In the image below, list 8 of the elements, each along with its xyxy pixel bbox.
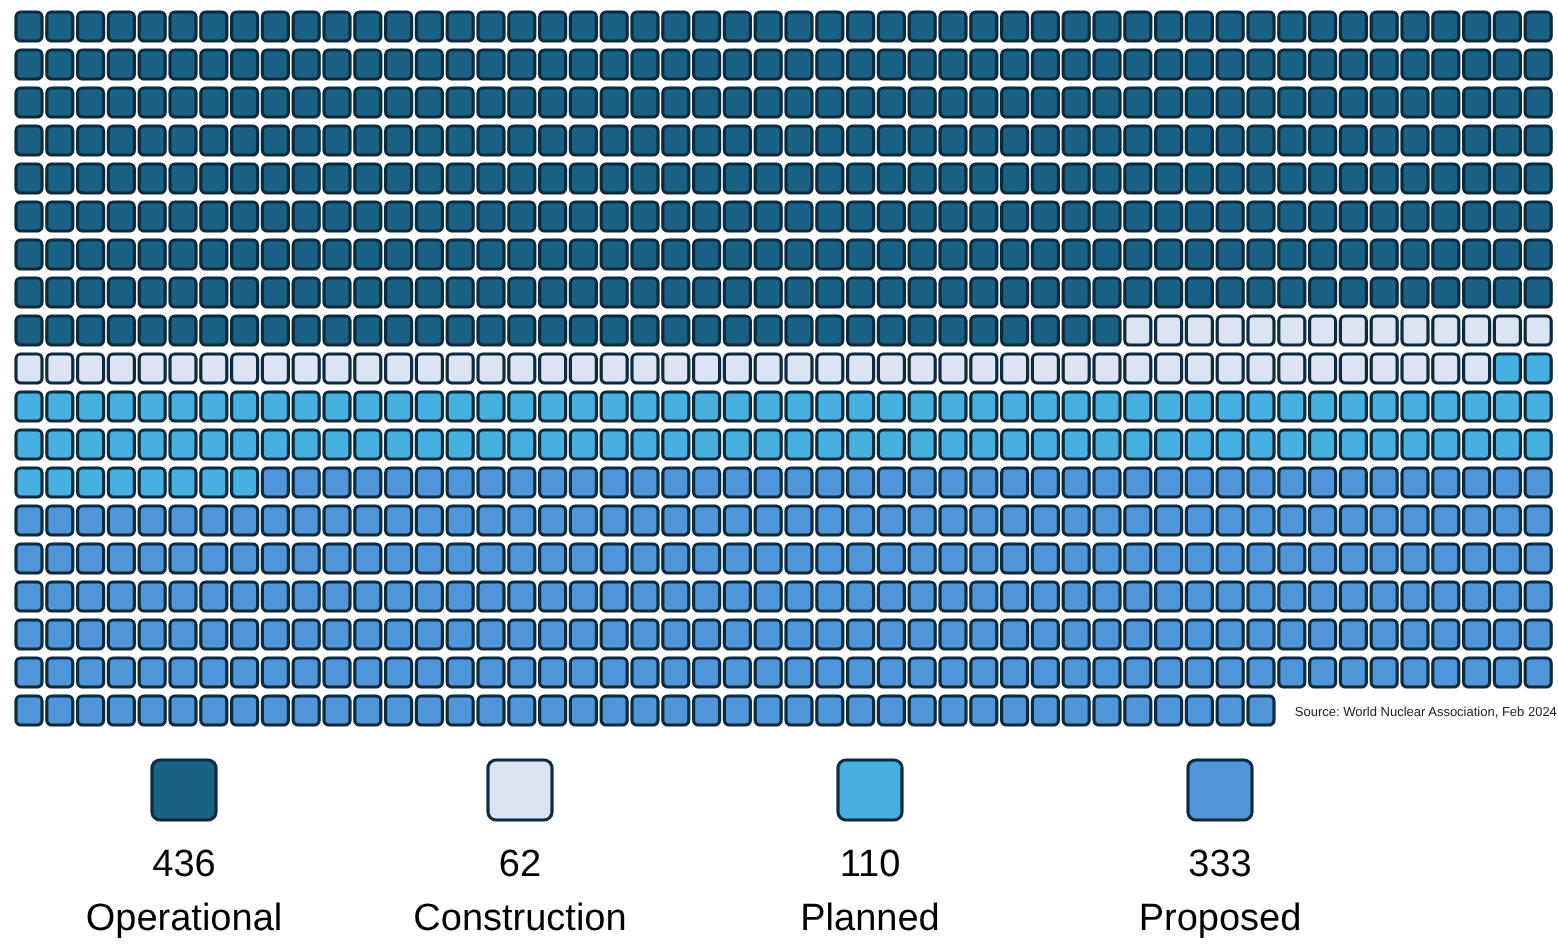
category-label: Planned bbox=[800, 898, 940, 940]
category-label: Operational bbox=[85, 898, 283, 940]
data-label: 110 bbox=[839, 844, 901, 886]
data-label: 436 bbox=[152, 844, 216, 886]
data-label: 333 bbox=[1188, 844, 1252, 886]
data-label: 62 bbox=[498, 844, 542, 886]
category-label: Proposed bbox=[1138, 898, 1302, 940]
category-label: Construction bbox=[413, 898, 627, 940]
